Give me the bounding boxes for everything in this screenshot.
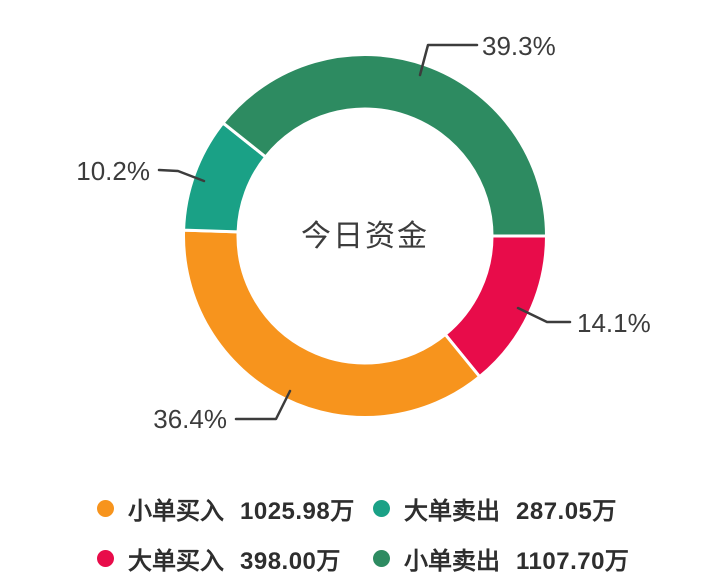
label-leader-lines xyxy=(157,43,572,421)
legend-dot-small-order-buy xyxy=(97,499,114,517)
legend-item-large-order-buy[interactable]: 大单买入 398.00万 xyxy=(97,545,341,575)
leader-line-large-order-sell xyxy=(157,168,206,183)
legend-value-small-order-sell: 1107.70万 xyxy=(516,547,630,575)
pct-label-small-order-sell: 39.3% xyxy=(482,31,556,61)
legend-item-large-order-sell[interactable]: 大单卖出 287.05万 xyxy=(373,495,617,525)
donut-segments xyxy=(182,53,548,420)
donut-chart-canvas xyxy=(157,43,572,421)
legend-value-small-order-buy: 1025.98万 xyxy=(240,497,355,525)
leader-line-small-order-buy xyxy=(234,389,292,421)
legend-name-large-order-buy: 大单买入 xyxy=(128,547,224,575)
chart-center-title: 今日资金 xyxy=(301,220,429,253)
legend-value-large-order-buy: 398.00万 xyxy=(240,547,341,575)
legend-name-small-order-sell: 小单卖出 xyxy=(404,547,500,575)
legend-dot-small-order-sell xyxy=(373,549,390,567)
pct-label-large-order-buy: 14.1% xyxy=(577,308,651,338)
legend-item-small-order-buy[interactable]: 小单买入 1025.98万 xyxy=(97,495,355,525)
legend-name-small-order-buy: 小单买入 xyxy=(128,497,224,525)
legend-value-large-order-sell: 287.05万 xyxy=(516,497,617,525)
leader-line-small-order-sell xyxy=(418,43,479,77)
pie-segment-small-order-buy[interactable] xyxy=(182,228,482,420)
legend-name-large-order-sell: 大单卖出 xyxy=(404,497,500,525)
legend-dot-large-order-buy xyxy=(97,549,114,567)
pie-segment-small-order-sell[interactable] xyxy=(221,53,548,238)
pct-label-large-order-sell: 10.2% xyxy=(76,156,150,186)
leader-line-large-order-buy xyxy=(516,306,572,324)
legend-dot-large-order-sell xyxy=(373,499,390,517)
pct-label-small-order-buy: 36.4% xyxy=(153,404,227,434)
legend-item-small-order-sell[interactable]: 小单卖出 1107.70万 xyxy=(373,545,629,575)
